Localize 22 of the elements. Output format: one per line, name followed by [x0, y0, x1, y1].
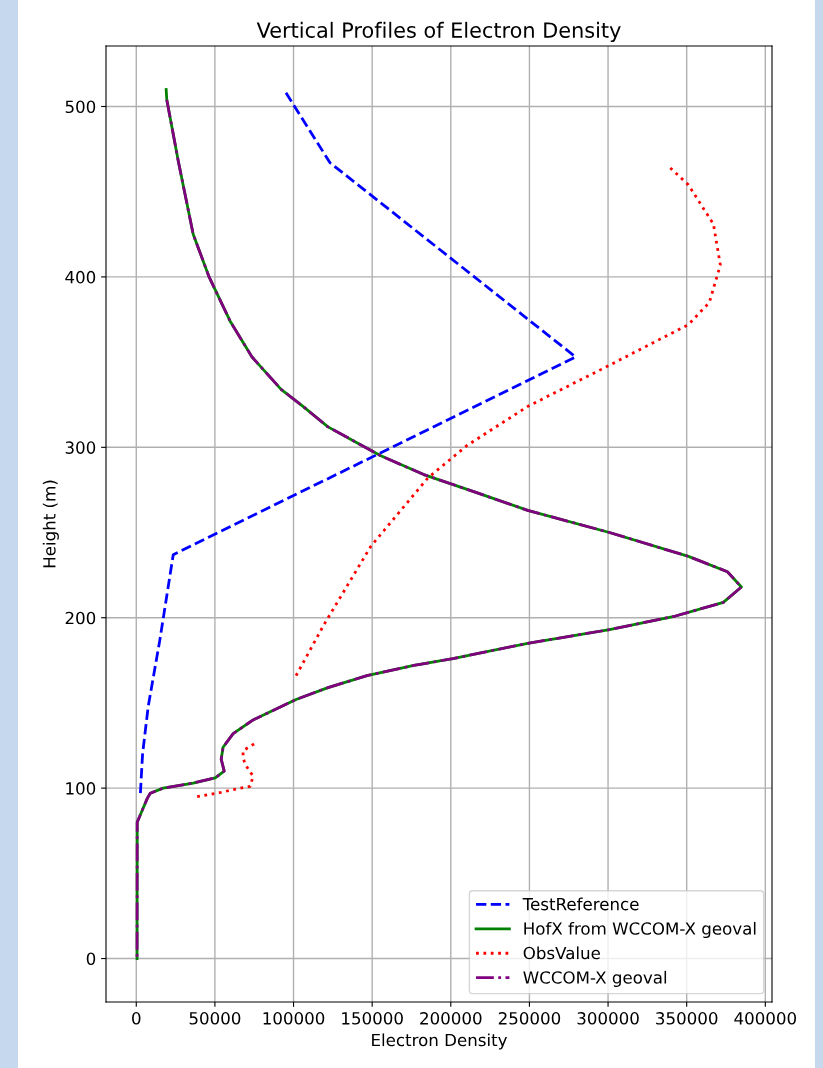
y-axis-title: Height (m): [42, 480, 59, 568]
x-tick-label: 150000: [342, 1012, 403, 1025]
chart-title: Vertical Profiles of Electron Density: [256, 21, 621, 42]
x-tick-label: 100000: [263, 1012, 325, 1025]
y-tick-label: 500: [65, 100, 96, 114]
y-tick-label: 100: [66, 782, 96, 795]
y-tick-label: 400: [65, 270, 96, 284]
y-tick-label: 300: [65, 441, 96, 454]
x-tick-label: 300000: [577, 1012, 639, 1025]
y-tick-label: 200: [65, 611, 96, 625]
legend-label: TestReference: [522, 897, 639, 911]
legend-label: ObsValue: [523, 946, 600, 960]
x-tick-label: 250000: [498, 1012, 561, 1025]
x-axis-title: Electron Density: [372, 1033, 508, 1050]
x-tick-label: 350000: [656, 1012, 718, 1025]
x-tick-label: 200000: [420, 1012, 482, 1025]
legend-label: WCCOM-X geoval: [523, 970, 667, 987]
x-tick-label: 400000: [734, 1012, 797, 1025]
legend-label: HofX from WCCOM-X geoval: [524, 921, 756, 939]
x-tick-label: 50000: [189, 1012, 241, 1025]
y-tick-label: 0: [86, 952, 96, 966]
x-tick-label: 0: [132, 1012, 141, 1025]
